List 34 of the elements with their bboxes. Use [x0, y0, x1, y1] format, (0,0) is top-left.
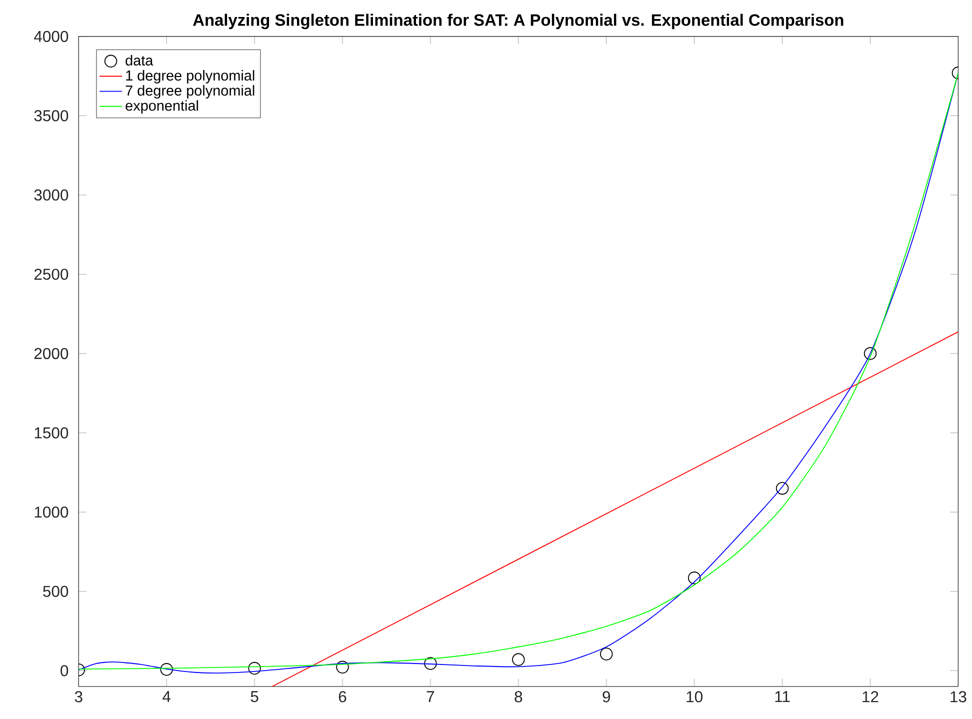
- x-tick-label: 8: [514, 691, 522, 702]
- point: [248, 662, 261, 675]
- point: [776, 482, 789, 495]
- x-tick-label: 9: [602, 691, 610, 702]
- point: [424, 657, 437, 670]
- point: [864, 347, 877, 360]
- x-tick-label: 11: [775, 691, 790, 702]
- x-tick-label: 6: [338, 691, 346, 702]
- y-tick-label: 3500: [34, 110, 68, 122]
- point: [512, 653, 525, 666]
- x-tick-label: 13: [950, 691, 966, 702]
- legend-label: exponential: [126, 100, 198, 114]
- x-tick-label: 10: [686, 691, 702, 702]
- point: [160, 663, 173, 676]
- y-tick-label: 1500: [34, 427, 68, 438]
- x-tick-label: 4: [162, 691, 171, 702]
- legend-label: data: [126, 54, 154, 66]
- x-tick-label: 7: [426, 691, 434, 702]
- y-tick-label: 4000: [34, 30, 68, 42]
- y-tick-label: 2500: [34, 268, 68, 280]
- y-tick-label: 3000: [34, 189, 68, 201]
- y-tick-label: 1000: [34, 506, 68, 518]
- legend-label: 7 degree polynomial: [126, 85, 254, 99]
- x-tick-label: 3: [74, 691, 82, 702]
- y-tick-label: 500: [43, 586, 68, 597]
- chart-title: Analyzing Singleton Elimination for SAT: A Polynomial vs. Exponential Comparison: [193, 14, 844, 30]
- x-tick-label: 5: [250, 691, 258, 702]
- y-tick-label: 0: [60, 665, 68, 676]
- y-tick-label: 2000: [34, 348, 68, 360]
- point: [336, 660, 349, 674]
- point: [600, 648, 613, 660]
- x-tick-label: 12: [862, 691, 878, 702]
- legend-label: 1 degree polynomial: [126, 70, 254, 84]
- point: [688, 572, 701, 584]
